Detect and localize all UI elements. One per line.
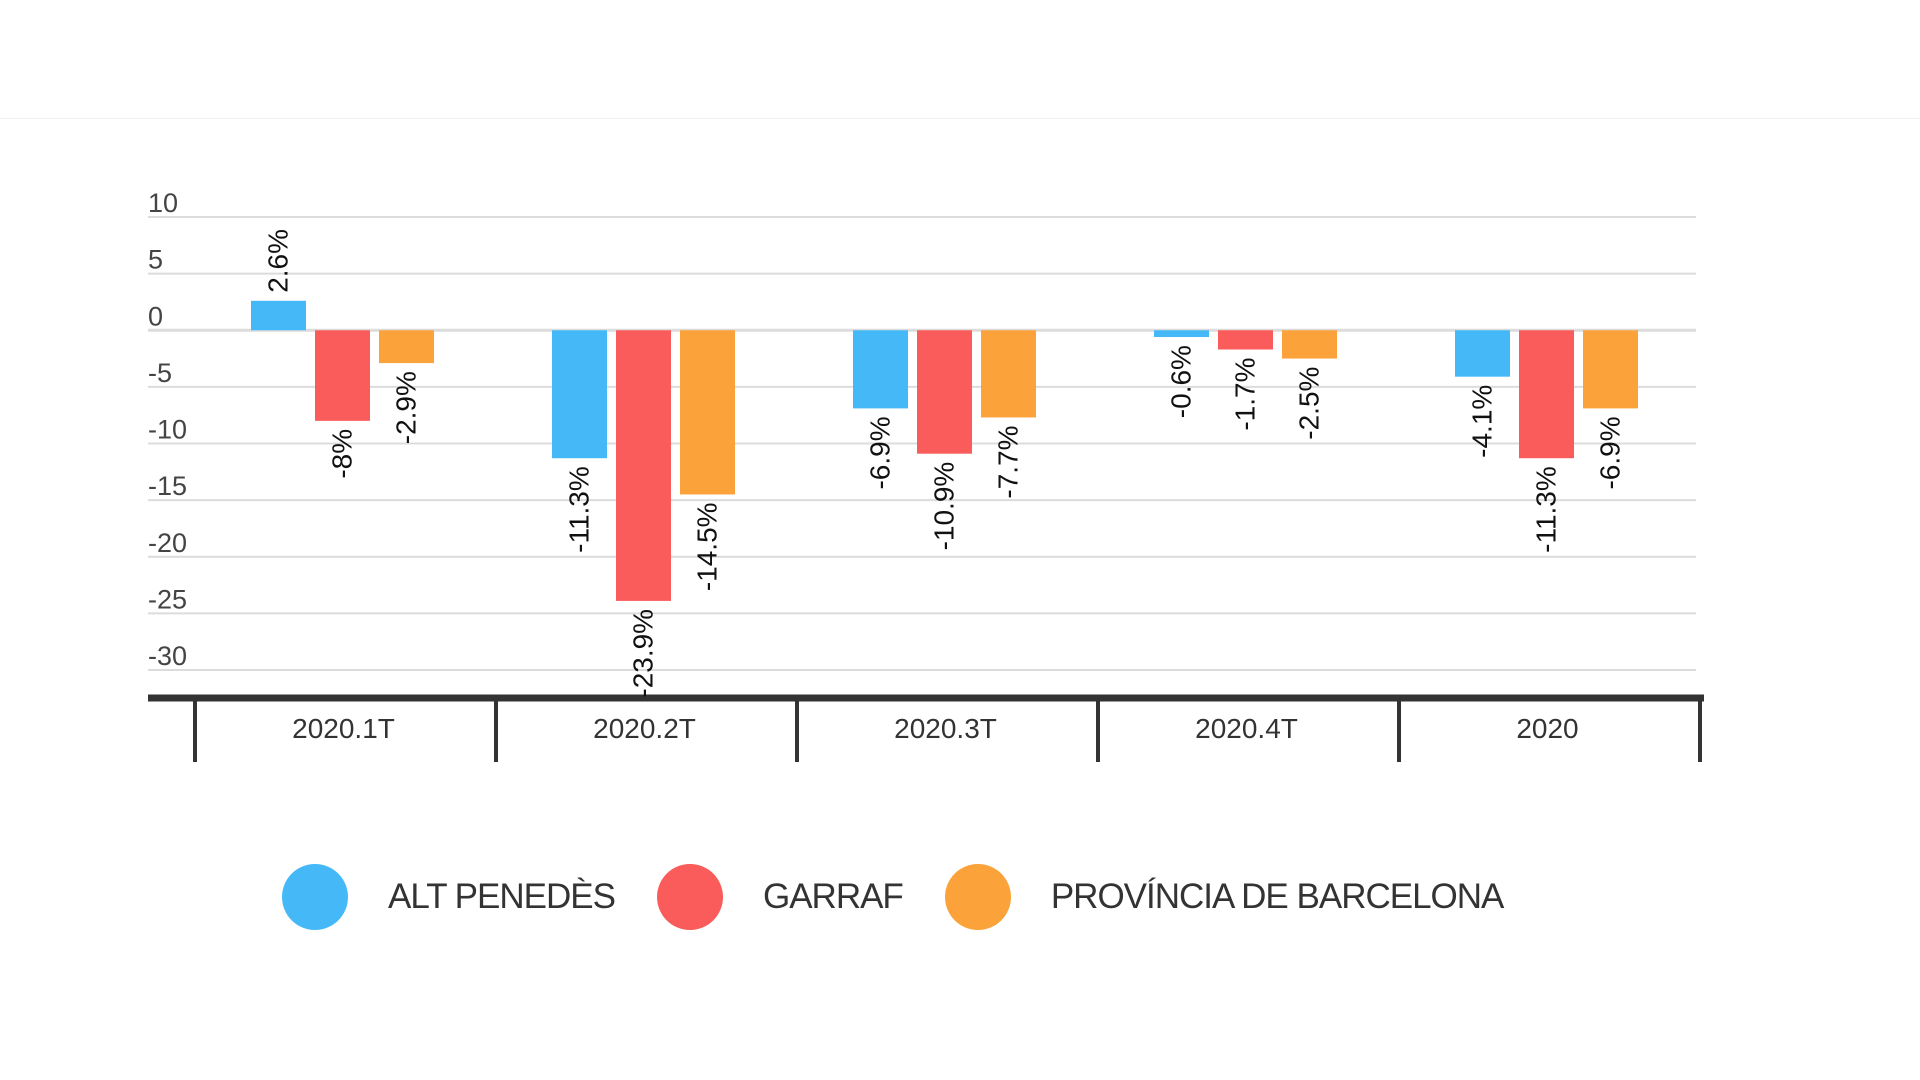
bar-value-label: -23.9% xyxy=(628,609,659,698)
y-tick-label: -25 xyxy=(148,584,187,614)
bar xyxy=(616,330,671,601)
bar xyxy=(1218,330,1273,350)
bar-value-label: -4.1% xyxy=(1467,385,1498,458)
y-tick-label: 10 xyxy=(148,188,178,218)
legend-item: PROVÍNCIA DE BARCELONA xyxy=(944,864,1505,930)
bar-value-label: -2.5% xyxy=(1294,367,1325,440)
bar xyxy=(315,330,370,421)
bar xyxy=(379,330,434,364)
bar xyxy=(251,300,306,331)
y-tick-label: -20 xyxy=(148,528,187,558)
legend-label: PROVÍNCIA DE BARCELONA xyxy=(1050,877,1505,916)
bar-value-label: -6.9% xyxy=(1595,416,1626,489)
bar xyxy=(917,330,972,454)
bar xyxy=(1154,330,1209,338)
y-tick-label: -10 xyxy=(148,415,187,445)
x-tick-label: 2020.3T xyxy=(894,713,997,744)
bar xyxy=(1519,330,1574,459)
bar-value-label: -1.7% xyxy=(1230,358,1261,431)
x-tick-label: 2020.2T xyxy=(593,713,696,744)
legend-swatch xyxy=(944,864,1011,930)
legend-swatch xyxy=(282,864,348,930)
bar-value-label: -11.3% xyxy=(1531,466,1562,553)
legend-label: GARRAF xyxy=(762,877,904,916)
x-tick-label: 2020 xyxy=(1516,713,1578,744)
bar xyxy=(981,330,1036,418)
bar xyxy=(1583,330,1638,409)
legend-label: ALT PENEDÈS xyxy=(388,877,616,916)
legend-item: GARRAF xyxy=(656,864,904,930)
bar xyxy=(552,330,607,459)
bar xyxy=(853,330,908,409)
legend-swatch xyxy=(656,864,723,930)
y-tick-label: -15 xyxy=(148,471,187,501)
chart-legend: ALT PENEDÈS GARRAF PROVÍNCIA DE BARCELONA xyxy=(282,862,1545,932)
y-tick-label: 0 xyxy=(148,301,163,331)
y-tick-label: 5 xyxy=(148,245,163,275)
bar-value-label: -11.3% xyxy=(564,466,595,553)
bar-value-label: -7.7% xyxy=(993,425,1024,498)
x-tick-label: 2020.1T xyxy=(292,713,395,744)
bar-value-label: -10.9% xyxy=(929,462,960,551)
bar-value-label: -8% xyxy=(327,429,358,479)
bar xyxy=(1282,330,1337,359)
bar-value-label: -0.6% xyxy=(1166,345,1197,418)
y-tick-label: -30 xyxy=(148,641,187,671)
x-tick-label: 2020.4T xyxy=(1195,713,1298,744)
bar-value-label: -6.9% xyxy=(865,416,896,489)
legend-item: ALT PENEDÈS xyxy=(282,864,616,930)
y-tick-label: -5 xyxy=(148,358,172,388)
bar-value-label: 2.6% xyxy=(263,229,294,293)
header-band xyxy=(0,0,1920,119)
bar xyxy=(1455,330,1510,377)
bar-value-label: -2.9% xyxy=(391,371,422,444)
bar xyxy=(680,330,735,495)
bar-value-label: -14.5% xyxy=(692,502,723,591)
